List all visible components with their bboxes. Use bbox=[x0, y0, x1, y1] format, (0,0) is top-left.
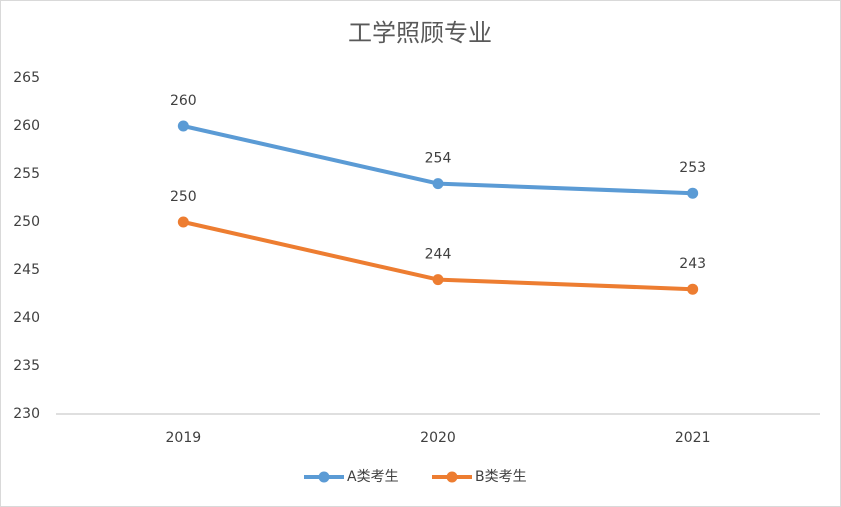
y-tick-label: 260 bbox=[13, 118, 40, 134]
y-tick-label: 250 bbox=[13, 214, 40, 230]
y-tick-label: 230 bbox=[13, 406, 40, 422]
data-point bbox=[687, 283, 699, 295]
data-label: 254 bbox=[425, 151, 452, 167]
data-label: 253 bbox=[679, 160, 706, 176]
data-point bbox=[177, 216, 189, 228]
y-tick-label: 255 bbox=[13, 166, 40, 182]
y-tick-label: 245 bbox=[13, 262, 40, 278]
data-point bbox=[687, 187, 699, 199]
y-tick-label: 235 bbox=[13, 358, 40, 374]
data-point bbox=[177, 120, 189, 132]
legend-label: A类考生 bbox=[347, 469, 399, 485]
y-tick-label: 240 bbox=[13, 310, 40, 326]
chart-title: 工学照顾专业 bbox=[348, 19, 492, 47]
x-tick-label: 2020 bbox=[420, 430, 456, 446]
legend-label: B类考生 bbox=[475, 469, 527, 485]
data-point bbox=[432, 274, 444, 286]
x-tick-label: 2019 bbox=[166, 430, 202, 446]
legend-marker bbox=[446, 471, 458, 483]
data-label: 243 bbox=[679, 256, 706, 272]
y-tick-label: 265 bbox=[13, 70, 40, 86]
data-point bbox=[432, 178, 444, 190]
data-label: 250 bbox=[170, 189, 197, 205]
data-label: 244 bbox=[425, 247, 452, 263]
x-tick-label: 2021 bbox=[675, 430, 711, 446]
data-label: 260 bbox=[170, 93, 197, 109]
legend-marker bbox=[318, 471, 330, 483]
